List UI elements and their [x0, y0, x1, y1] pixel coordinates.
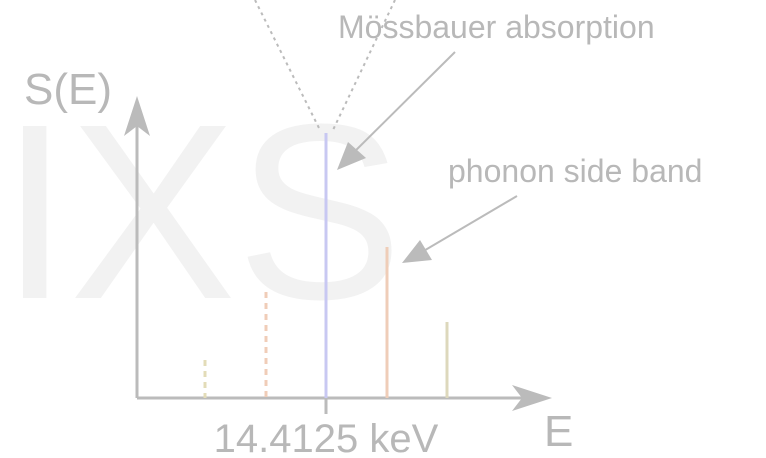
- y-axis-arrow: [124, 96, 150, 136]
- watermark: IXS: [0, 72, 403, 351]
- annotation: Mössbauer absorption: [338, 9, 655, 45]
- x-axis-label: E: [544, 407, 573, 456]
- annotation-arrow: [409, 195, 518, 260]
- dotted-line: [332, 0, 396, 131]
- y-axis-label: S(E): [24, 65, 112, 114]
- x-axis-arrow: [512, 385, 552, 411]
- dotted-line: [254, 0, 321, 131]
- tick-label: 14.4125 keV: [214, 417, 439, 458]
- arrow-head: [337, 142, 366, 170]
- annotation-arrow: [339, 51, 456, 167]
- annotation: phonon side band: [448, 153, 702, 189]
- arrow-head: [402, 240, 432, 263]
